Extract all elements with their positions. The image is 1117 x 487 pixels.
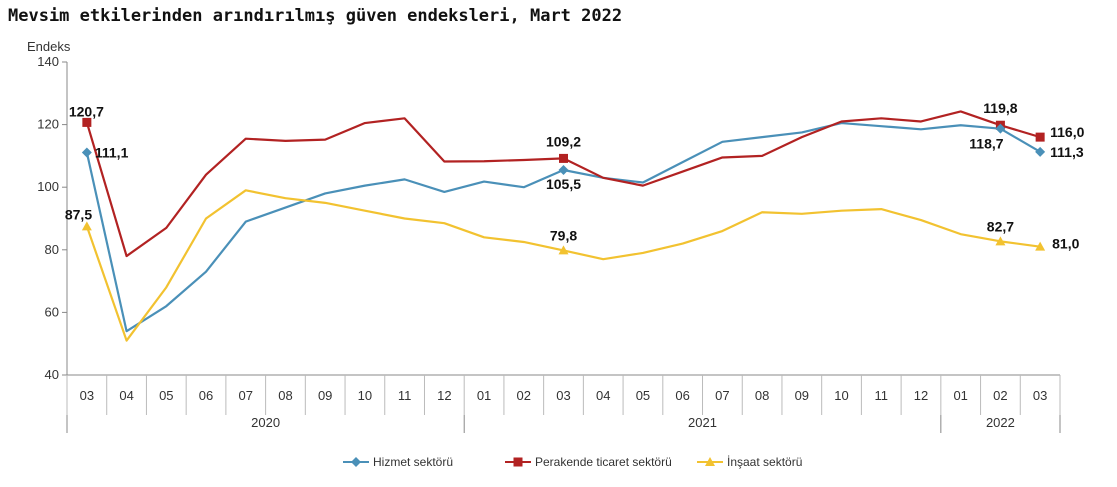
data-label: 82,7 (987, 218, 1014, 234)
data-label: 111,1 (95, 144, 129, 160)
x-tick-label: 06 (199, 388, 213, 403)
data-point-diamond (1035, 146, 1046, 157)
x-tick-label: 08 (755, 388, 769, 403)
x-tick-label: 06 (675, 388, 689, 403)
y-tick-label: 100 (37, 179, 59, 194)
x-tick-label: 12 (437, 388, 451, 403)
data-point-triangle (1035, 241, 1046, 251)
legend-label: İnşaat sektörü (727, 455, 802, 469)
data-label: 105,5 (546, 176, 581, 192)
year-label: 2020 (251, 415, 280, 430)
y-axis-title: Endeks (27, 39, 71, 54)
series-line (85, 189, 1041, 342)
x-tick-label: 05 (159, 388, 173, 403)
x-tick-label: 07 (715, 388, 729, 403)
x-tick-label: 10 (834, 388, 848, 403)
data-label: 116,0 (1050, 124, 1084, 140)
data-point-triangle (81, 221, 92, 231)
data-point-square (82, 117, 92, 127)
data-point-triangle (558, 245, 569, 255)
x-tick-label: 09 (318, 388, 332, 403)
data-point-square (559, 153, 568, 163)
x-tick-label: 05 (636, 388, 650, 403)
x-tick-label: 02 (517, 388, 531, 403)
data-label: 120,7 (69, 103, 104, 119)
x-tick-label: 02 (993, 388, 1007, 403)
year-label: 2021 (688, 415, 717, 430)
data-point-square (513, 457, 523, 467)
x-tick-label: 09 (795, 388, 809, 403)
data-label: 111,3 (1050, 144, 1084, 160)
x-tick-label: 03 (556, 388, 570, 403)
data-labels-group: 120,7 111,1 87,5 109,2 105,5 79,8 119,8 118,7 11… (65, 100, 1085, 251)
data-point-diamond (558, 164, 569, 175)
x-tick-label: 01 (477, 388, 491, 403)
legend-label: Perakende ticaret sektörü (535, 455, 672, 469)
data-point-triangle (705, 457, 715, 466)
data-point-diamond (81, 147, 92, 158)
data-label: 79,8 (550, 227, 577, 243)
x-tick-label: 08 (278, 388, 292, 403)
data-label: 81,0 (1052, 236, 1079, 252)
x-tick-label: 11 (875, 388, 889, 403)
data-label: 119,8 (983, 100, 1017, 116)
x-tick-label: 01 (953, 388, 967, 403)
x-tick-label: 04 (119, 388, 133, 403)
y-tick-label: 60 (45, 304, 59, 319)
legend-label: Hizmet sektörü (373, 455, 453, 469)
x-tick-label: 03 (1033, 388, 1047, 403)
data-point-diamond (351, 457, 361, 467)
data-label: 109,2 (546, 133, 581, 149)
year-label: 2022 (986, 415, 1015, 430)
y-tick-label: 80 (45, 242, 59, 257)
data-point-diamond (995, 123, 1006, 134)
x-tick-label: 10 (358, 388, 372, 403)
x-tick-label: 11 (398, 388, 412, 403)
chart-title: Mevsim etkilerinden arındırılmış güven e… (8, 6, 623, 26)
data-point-triangle (995, 236, 1006, 246)
x-tick-label: 03 (80, 388, 94, 403)
y-tick-label: 40 (45, 367, 59, 382)
data-point-square (1035, 132, 1045, 142)
data-label: 87,5 (65, 206, 92, 222)
x-tick-label: 07 (239, 388, 253, 403)
legend-group: Hizmet sektörü Perakende ticaret sektörü İ… (343, 455, 802, 469)
y-tick-label: 120 (37, 117, 59, 132)
x-tick-label: 12 (914, 388, 928, 403)
series-markers-group (81, 117, 1046, 255)
data-label: 118,7 (969, 136, 1003, 152)
y-tick-label: 140 (37, 54, 59, 69)
x-tick-label: 04 (596, 388, 610, 403)
